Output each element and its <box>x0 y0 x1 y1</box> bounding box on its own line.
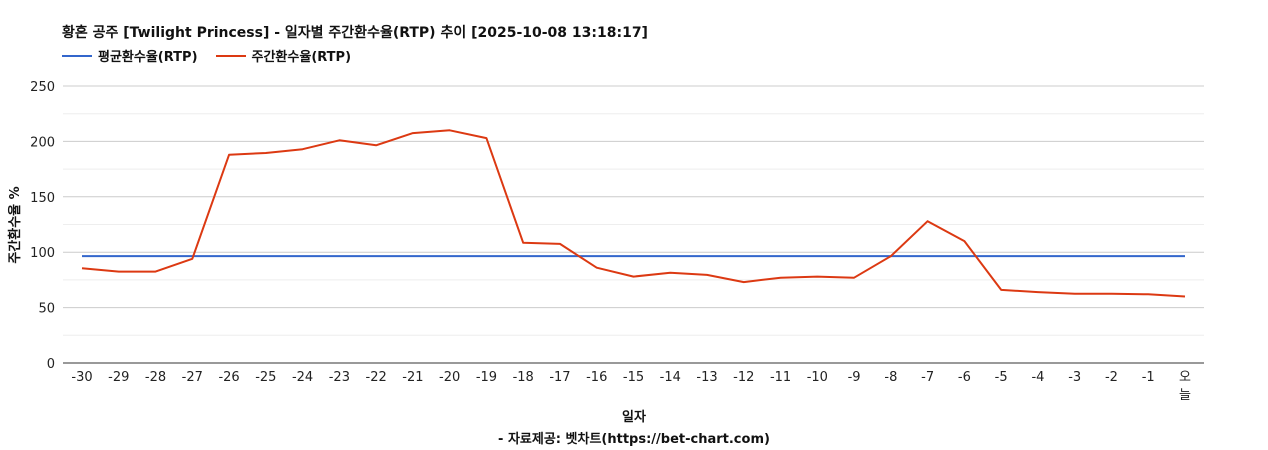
series-lines <box>81 129 1186 298</box>
x-tick-label: -23 <box>329 370 350 385</box>
y-tick-label: 100 <box>30 246 55 261</box>
x-tick-label: -11 <box>770 370 791 385</box>
x-tick-label: -27 <box>182 370 203 385</box>
x-tick-label: -8 <box>884 370 897 385</box>
legend-swatch-average <box>62 54 92 57</box>
x-tick-label: -4 <box>1031 370 1044 385</box>
x-axis-label: 일자 <box>622 410 646 425</box>
y-axis-label: 주간환수율 % <box>7 186 23 263</box>
x-tick-label: -17 <box>549 370 570 385</box>
x-tick-label: -7 <box>921 370 934 385</box>
y-tick-label: 200 <box>30 135 55 150</box>
y-tick-label: 50 <box>38 302 55 317</box>
x-tick-label: -22 <box>366 370 387 385</box>
y-tick-labels: 0 50 100 150 200 250 <box>30 80 55 372</box>
x-tick-label: -12 <box>733 370 754 385</box>
series-line-weekly <box>81 129 1186 298</box>
x-tick-label: -1 <box>1142 370 1155 385</box>
x-tick-label: -26 <box>218 370 239 385</box>
x-tick-label: -21 <box>402 370 423 385</box>
legend-label-weekly: 주간환수율(RTP) <box>251 50 352 65</box>
x-tick-label: -5 <box>995 370 1008 385</box>
x-tick-label: -24 <box>292 370 313 385</box>
y-tick-label: 150 <box>30 191 55 206</box>
x-tick-label: -30 <box>71 370 92 385</box>
x-tick-label: -18 <box>513 370 534 385</box>
y-tick-label: 250 <box>30 80 55 95</box>
x-tick-label: -3 <box>1068 370 1081 385</box>
x-tick-label: -19 <box>476 370 497 385</box>
chart-title: 황혼 공주 [Twilight Princess] - 일자별 주간환수율(RT… <box>62 25 648 41</box>
x-tick-label: -16 <box>586 370 607 385</box>
x-tick-label: -15 <box>623 370 644 385</box>
y-tick-label: 0 <box>47 357 55 372</box>
grid <box>63 85 1204 364</box>
data-source: - 자료제공: 벳차트(https://bet-chart.com) <box>498 432 770 447</box>
x-tick-label: -28 <box>145 370 166 385</box>
legend-item-average[interactable]: 평균환수율(RTP) <box>62 46 198 65</box>
legend-label-average: 평균환수율(RTP) <box>98 50 198 65</box>
x-tick-label: -6 <box>958 370 971 385</box>
x-tick-label: -2 <box>1105 370 1118 385</box>
x-tick-label: -25 <box>255 370 276 385</box>
x-tick-label: -14 <box>660 370 681 385</box>
x-tick-label: -29 <box>108 370 129 385</box>
x-tick-label: -9 <box>848 370 861 385</box>
legend-item-weekly[interactable]: 주간환수율(RTP) <box>215 46 352 65</box>
x-tick-labels: -30 -29 -28 -27 -26 -25 -24 -23 -22 -21 -20 -19 -18-… <box>71 370 1191 403</box>
x-tick-label: -13 <box>696 370 717 385</box>
x-tick-label: -10 <box>807 370 828 385</box>
legend-swatch-weekly <box>215 54 246 57</box>
legend: 평균환수율(RTP) 주간환수율(RTP) <box>62 46 369 65</box>
x-tick-label: -20 <box>439 370 460 385</box>
